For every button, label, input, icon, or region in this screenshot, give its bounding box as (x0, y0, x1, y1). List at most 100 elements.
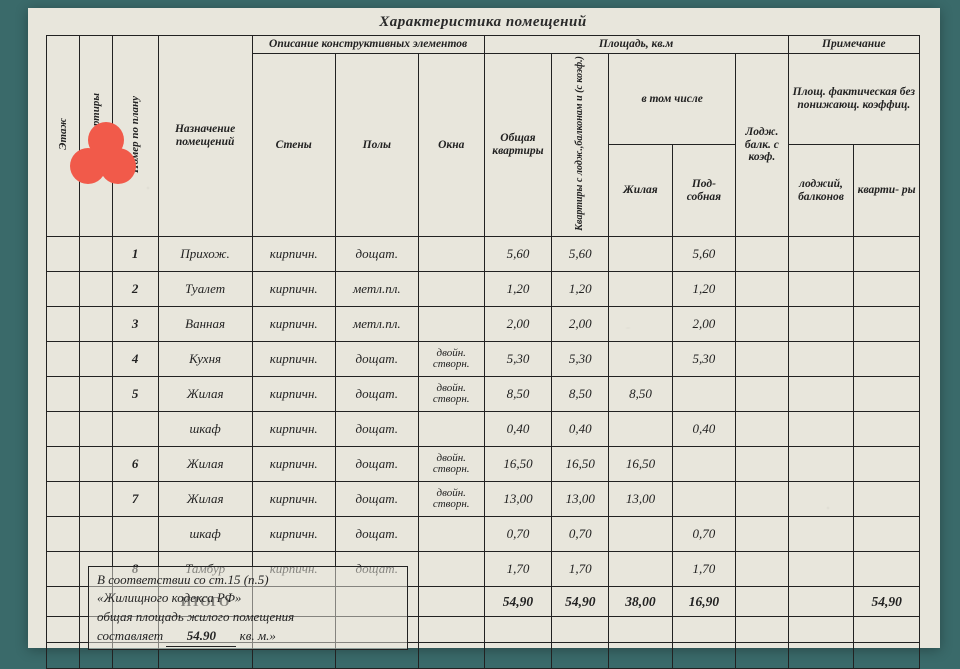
col-windows: Окна (418, 53, 484, 237)
cell: кирпичн. (252, 237, 335, 272)
cell: дощат. (335, 237, 418, 272)
cell (418, 412, 484, 447)
cell (79, 412, 112, 447)
cell: двойн. створн. (418, 447, 484, 482)
cell: двойн. створн. (418, 342, 484, 377)
col-floor: Этаж (57, 118, 69, 150)
cell (112, 412, 158, 447)
cell (418, 272, 484, 307)
cell: 8,50 (484, 377, 552, 412)
cell: 0,40 (552, 412, 609, 447)
col-area-group: Площадь, кв.м (484, 36, 788, 54)
cell (854, 517, 920, 552)
cell (418, 237, 484, 272)
cell (854, 552, 920, 587)
cell (788, 237, 854, 272)
cell: Прихож. (158, 237, 252, 272)
cell (854, 307, 920, 342)
cell (79, 377, 112, 412)
cell: 54,90 (552, 587, 609, 617)
cell: Кухня (158, 342, 252, 377)
cell: 1,70 (672, 552, 735, 587)
cell (47, 342, 80, 377)
cell: двойн. створн. (418, 482, 484, 517)
cell: дощат. (335, 412, 418, 447)
col-desc-group: Описание конструктивных элементов (252, 36, 484, 54)
cell (47, 412, 80, 447)
cell: шкаф (158, 517, 252, 552)
cell: кирпичн. (252, 517, 335, 552)
cell (609, 552, 672, 587)
table-row: шкафкирпичн.дощат.0,400,400,40 (47, 412, 920, 447)
cell: 5,60 (552, 237, 609, 272)
cell (609, 272, 672, 307)
cell: 1,20 (552, 272, 609, 307)
table-row: 3Ваннаякирпичн.метл.пл.2,002,002,00 (47, 307, 920, 342)
cell (788, 552, 854, 587)
cell (47, 587, 80, 617)
table-row: 2Туалеткирпичн.метл.пл.1,201,201,20 (47, 272, 920, 307)
cell (788, 272, 854, 307)
cell: дощат. (335, 517, 418, 552)
cell: 1,20 (672, 272, 735, 307)
col-note-sub: Площ. фактическая без понижающ. коэффиц. (788, 53, 919, 145)
cell (788, 307, 854, 342)
cell: Жилая (158, 482, 252, 517)
col-purpose: Назначение помещений (158, 36, 252, 237)
cell (736, 482, 789, 517)
cell: кирпичн. (252, 307, 335, 342)
cell (854, 377, 920, 412)
cell (854, 447, 920, 482)
table-row: 4Кухнякирпичн.дощат.двойн. створн.5,305,… (47, 342, 920, 377)
redaction-sticker-icon (88, 122, 124, 158)
col-apt-with-balc: Квартиры с лодж.,балконам и (с коэф.) (575, 56, 586, 231)
cell (418, 307, 484, 342)
cell: Жилая (158, 447, 252, 482)
page-title: Характеристика помещений (46, 12, 920, 35)
cell (418, 517, 484, 552)
col-living: Жилая (609, 145, 672, 237)
cell (736, 587, 789, 617)
cell: дощат. (335, 377, 418, 412)
table-header: Этаж Номер квартиры Номер по плану Назна… (47, 36, 920, 237)
cell: 2 (112, 272, 158, 307)
cell: кирпичн. (252, 272, 335, 307)
cell (79, 342, 112, 377)
col-apt: кварти- ры (854, 145, 920, 237)
cell (112, 517, 158, 552)
cell: 5,30 (484, 342, 552, 377)
cell (788, 587, 854, 617)
cell: дощат. (335, 342, 418, 377)
cell: 1,70 (484, 552, 552, 587)
cell: 1,70 (552, 552, 609, 587)
cell: 2,00 (672, 307, 735, 342)
cell: кирпичн. (252, 377, 335, 412)
cell: 54,90 (854, 587, 920, 617)
cell: шкаф (158, 412, 252, 447)
cell (736, 517, 789, 552)
footer-line2: «Жилищного кодекса РФ» (97, 589, 401, 608)
cell (672, 447, 735, 482)
footer-value: 54.90 (166, 627, 236, 647)
cell: 0,70 (552, 517, 609, 552)
cell (788, 377, 854, 412)
cell (79, 307, 112, 342)
cell (47, 447, 80, 482)
cell (788, 517, 854, 552)
cell: 2,00 (552, 307, 609, 342)
cell: метл.пл. (335, 272, 418, 307)
cell: Ванная (158, 307, 252, 342)
cell (609, 307, 672, 342)
cell (736, 307, 789, 342)
cell (672, 377, 735, 412)
cell (418, 587, 484, 617)
cell: 5 (112, 377, 158, 412)
cell: 0,40 (484, 412, 552, 447)
cell: 5,60 (672, 237, 735, 272)
cell: дощат. (335, 447, 418, 482)
cell (79, 517, 112, 552)
cell: 8,50 (609, 377, 672, 412)
cell: дощат. (335, 482, 418, 517)
footer-line4: составляет 54.90 кв. м.» (97, 627, 401, 647)
cell: 3 (112, 307, 158, 342)
